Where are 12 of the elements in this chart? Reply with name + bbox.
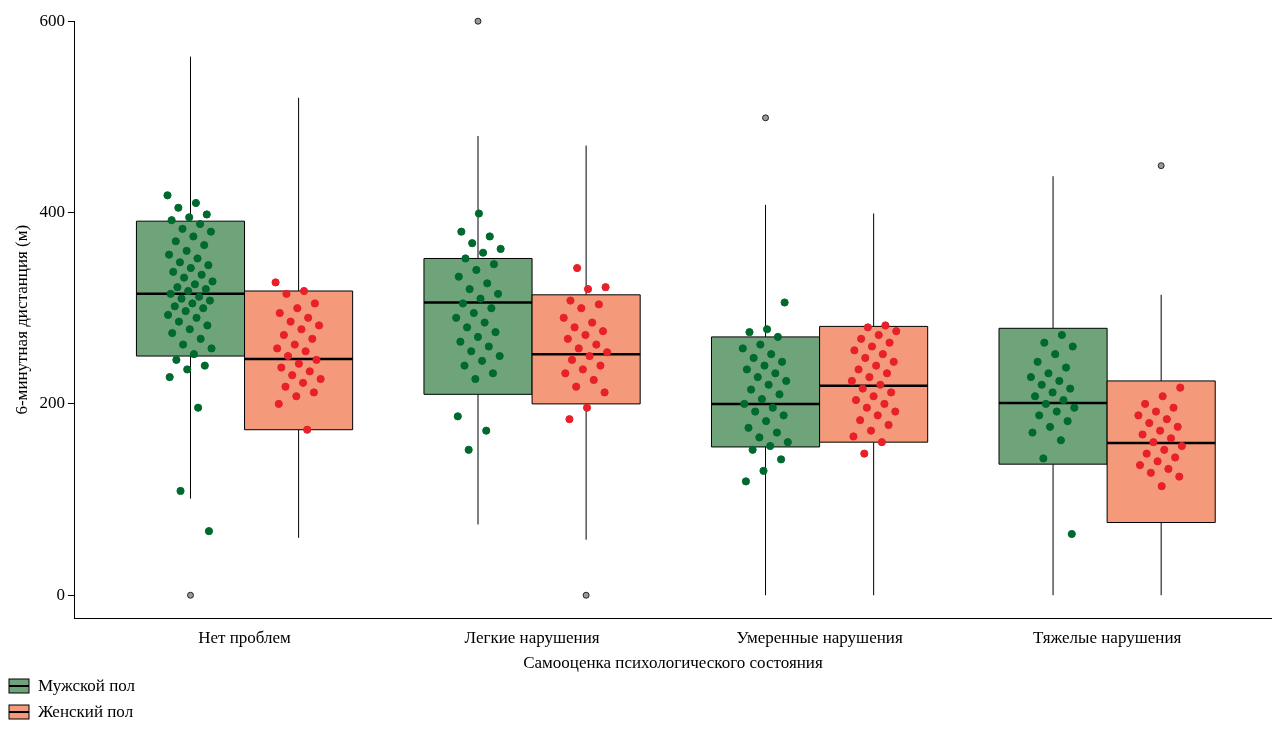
x-tick-label: Легкие нарушения <box>464 627 600 647</box>
y-tick-label: 400 <box>39 202 65 222</box>
y-axis-title: 6-минутная дистанция (м) <box>11 224 31 415</box>
legend-label: Мужской пол <box>38 676 136 696</box>
x-tick-label: Умеренные нарушения <box>736 627 903 647</box>
y-tick-label: 0 <box>56 584 65 604</box>
x-axis-title: Самооценка психологического состояния <box>523 653 823 673</box>
y-tick-label: 600 <box>39 10 65 30</box>
x-tick-label: Тяжелые нарушения <box>1032 627 1182 647</box>
legend-label: Женский пол <box>38 702 134 722</box>
x-tick-label: Нет проблем <box>198 627 292 647</box>
y-tick-label: 200 <box>39 393 65 413</box>
